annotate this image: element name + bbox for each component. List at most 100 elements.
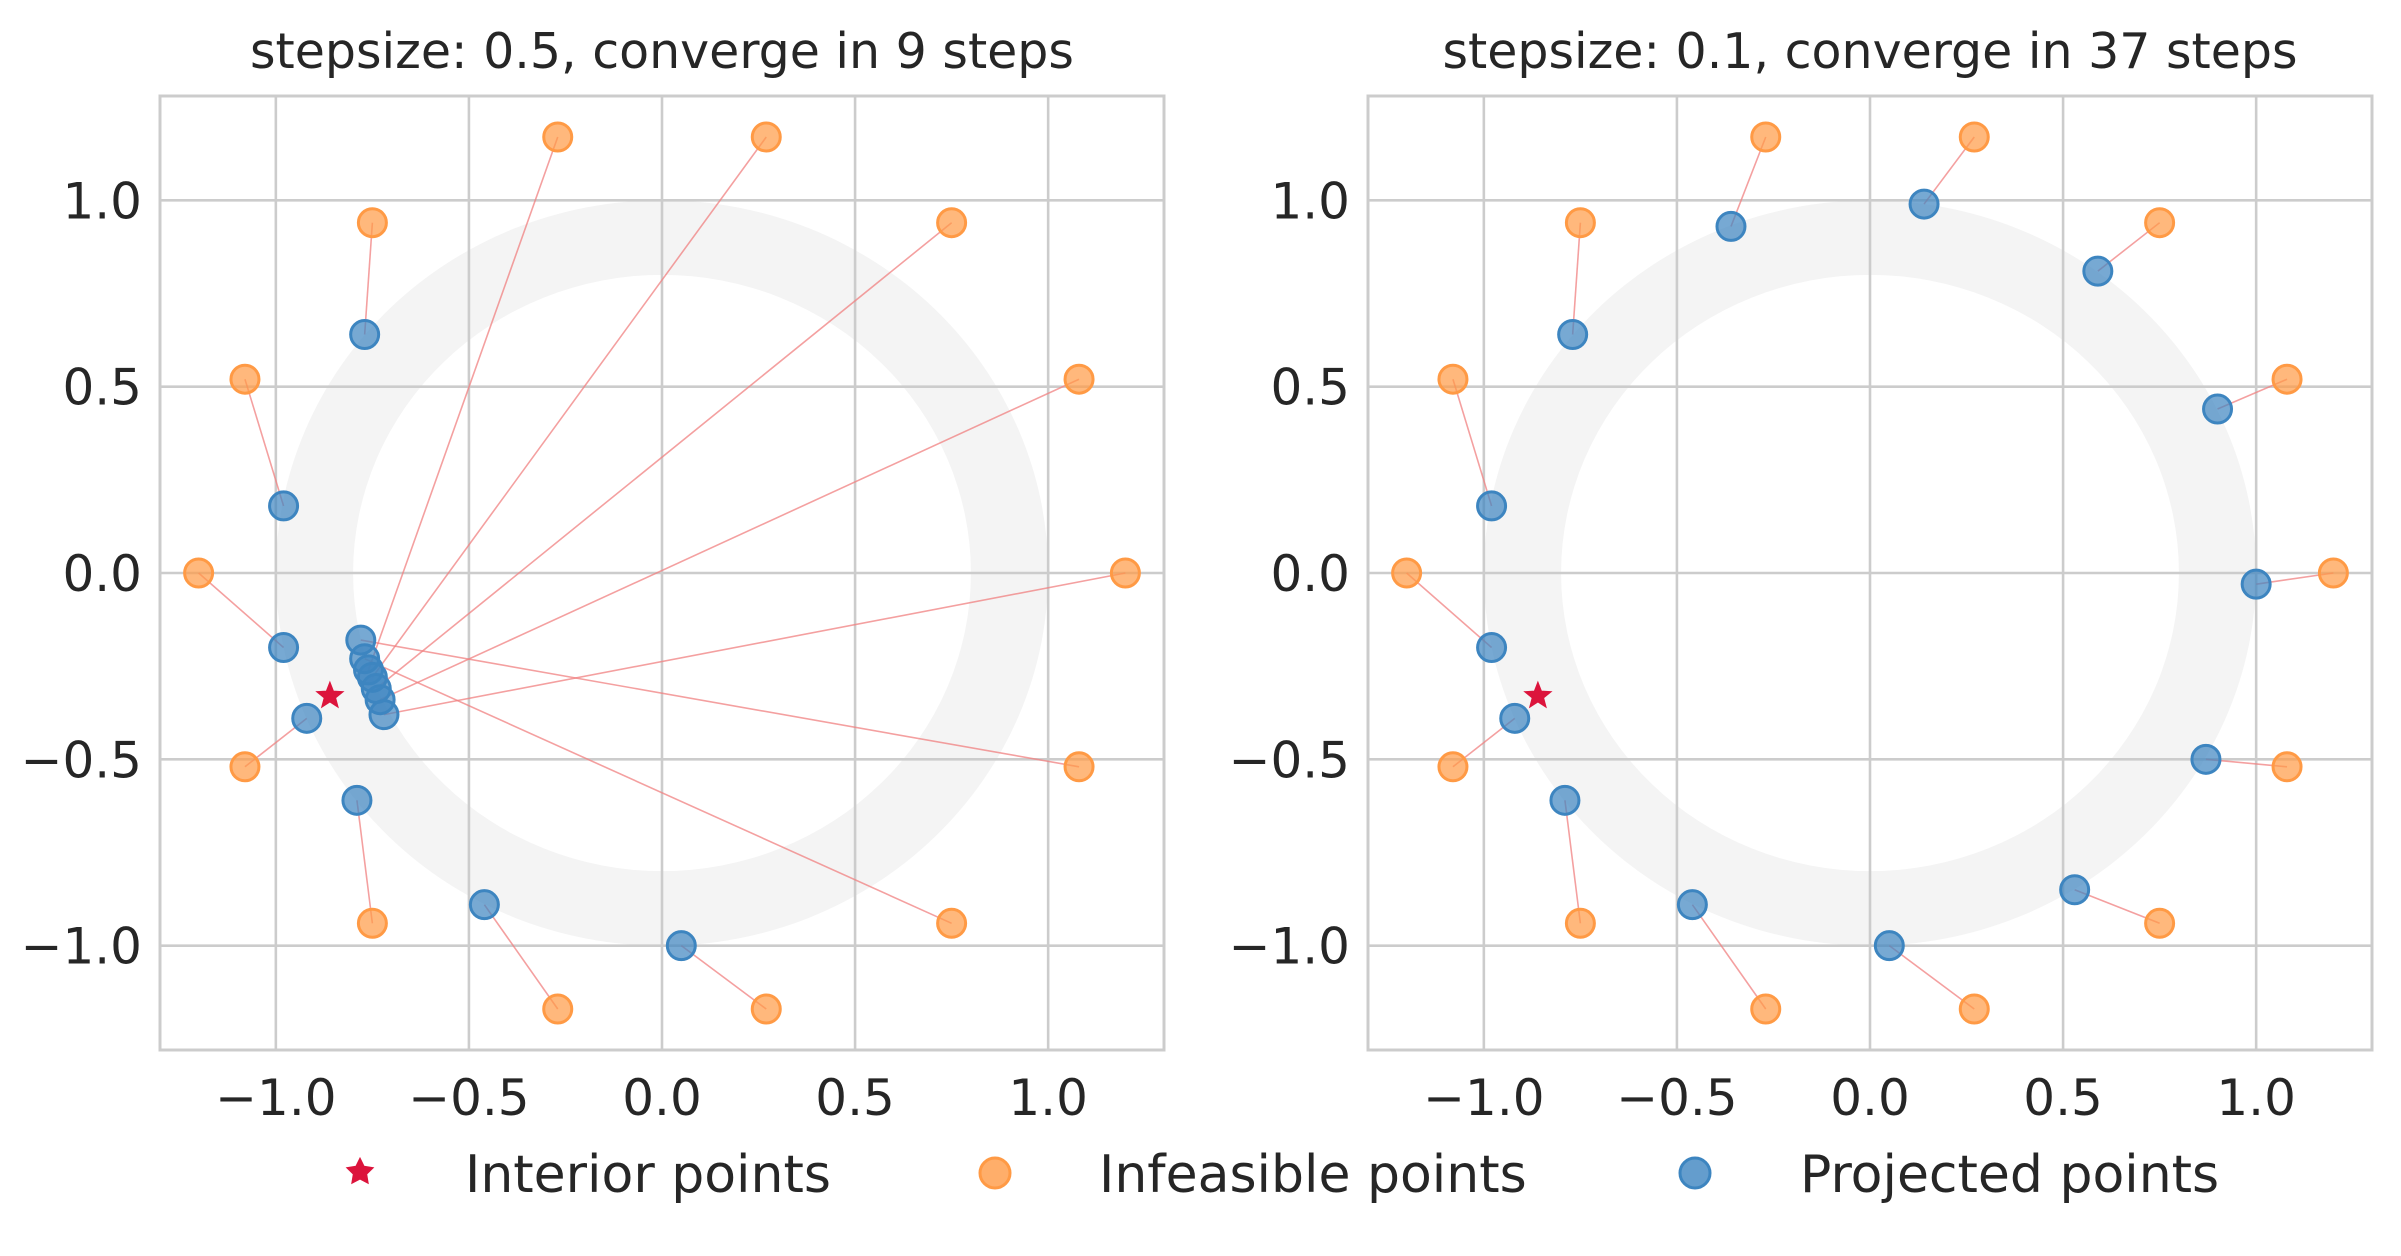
right-projected-point [1549, 784, 1581, 816]
legend-infeasible-marker [978, 1156, 1012, 1190]
right-projected-point [1476, 632, 1508, 664]
left-y-tick-label: 1.0 [62, 172, 142, 230]
right-x-tick-label: 0.5 [2023, 1069, 2103, 1127]
legend-label-interior: Interior points [465, 1145, 831, 1205]
left-x-tick-label: −1.0 [215, 1069, 336, 1127]
legend-star-marker [345, 1156, 375, 1185]
left-y-tick-label: −1.0 [21, 918, 142, 976]
right-infeasible-point [2271, 363, 2303, 395]
legend-item-projected: Projected points [1678, 1145, 2219, 1205]
right-projected-point [1715, 210, 1747, 242]
left-subplot-title: stepsize: 0.5, converge in 9 steps [250, 23, 1074, 80]
left-subplot: −1.0 −0.5 0.0 0.5 1.0 −1.0 −0.5 0.0 0.5 1.0 stepsi… [21, 23, 1166, 1127]
left-infeasible-point [229, 363, 261, 395]
left-infeasible-point [542, 993, 574, 1025]
left-projection-line [356, 800, 374, 924]
left-projected-point [468, 889, 500, 921]
left-infeasible-point [936, 207, 968, 239]
right-projected-point [2240, 568, 2272, 600]
left-x-tick-label: 1.0 [1008, 1069, 1088, 1127]
left-y-tick-label: 0.0 [62, 545, 142, 603]
legend-label-infeasible: Infeasible points [1099, 1145, 1527, 1205]
left-projection-line [371, 136, 767, 678]
left-plot-area: −1.0 −0.5 0.0 0.5 1.0 −1.0 −0.5 0.0 0.5 1.0 [21, 94, 1166, 1127]
left-projection-line [244, 378, 285, 507]
left-projection-line [483, 904, 559, 1010]
right-y-tick-label: 0.0 [1270, 545, 1350, 603]
right-infeasible-point [1750, 121, 1782, 153]
right-infeasible-point [1564, 907, 1596, 939]
right-subplot-title: stepsize: 0.1, converge in 37 steps [1442, 23, 2297, 80]
left-infeasible-point [356, 907, 388, 939]
left-projection-line [360, 639, 1080, 768]
left-projected-point [345, 624, 377, 656]
left-projected-point [665, 930, 697, 962]
right-projection-line [1564, 800, 1582, 924]
right-projected-point [2190, 743, 2222, 775]
left-infeasible-point [1109, 557, 1141, 589]
left-y-tick-label: 0.5 [62, 359, 142, 417]
right-x-tick-label: −0.5 [1616, 1069, 1737, 1127]
right-projected-point [1476, 490, 1508, 522]
right-projected-point [1873, 930, 1905, 962]
right-infeasible-point [2317, 557, 2349, 589]
left-x-tick-label: 0.0 [622, 1069, 702, 1127]
left-interior-point [315, 680, 345, 709]
legend-item-infeasible: Infeasible points [978, 1145, 1527, 1205]
right-projected-point [1499, 702, 1531, 734]
right-y-tick-label: 0.5 [1270, 359, 1350, 417]
left-projection-line [383, 572, 1126, 716]
right-projection-line [1730, 136, 1767, 227]
left-y-tick-label: −0.5 [21, 731, 142, 789]
left-projection-line [198, 572, 285, 649]
right-y-tick-label: −1.0 [1229, 918, 1350, 976]
left-infeasible-point [356, 207, 388, 239]
legend-item-interior: Interior points [345, 1145, 831, 1205]
right-projection-line [1406, 572, 1493, 649]
left-projected-point [268, 490, 300, 522]
left-infeasible-point [1063, 751, 1095, 783]
left-x-tick-label: −0.5 [408, 1069, 529, 1127]
right-projection-line [1888, 945, 1975, 1010]
right-infeasible-point [2144, 907, 2176, 939]
left-infeasible-point [183, 557, 215, 589]
right-infeasible-point [1564, 207, 1596, 239]
right-x-tick-label: 0.0 [1830, 1069, 1910, 1127]
left-infeasible-point [1063, 363, 1095, 395]
right-subplot: −1.0 −0.5 0.0 0.5 1.0 −1.0 −0.5 0.0 0.5 1.0 stepsi… [1229, 23, 2374, 1127]
left-projected-point [341, 784, 373, 816]
left-infeasible-point [750, 993, 782, 1025]
right-projected-point [1908, 188, 1940, 220]
right-infeasible-point [1958, 121, 1990, 153]
left-projection-line [375, 222, 953, 690]
right-y-tick-label: −0.5 [1229, 731, 1350, 789]
right-infeasible-point [1750, 993, 1782, 1025]
right-projected-point [2082, 255, 2114, 287]
right-y-tick-label: 1.0 [1270, 172, 1350, 230]
right-plot-area: −1.0 −0.5 0.0 0.5 1.0 −1.0 −0.5 0.0 0.5 1.0 [1229, 94, 2374, 1127]
left-axes-frame [158, 94, 1166, 1052]
left-projected-point [349, 319, 381, 350]
right-infeasible-point [2271, 751, 2303, 783]
right-projection-line [1571, 222, 1582, 335]
legend: Interior points Infeasible points Projec… [345, 1145, 2219, 1205]
right-infeasible-point [2144, 207, 2176, 239]
left-projected-point [291, 702, 323, 734]
left-projected-point [268, 632, 300, 664]
right-axes-frame [1366, 94, 2374, 1052]
right-infeasible-point [1437, 363, 1469, 395]
right-infeasible-point [1958, 993, 1990, 1025]
left-infeasible-point [542, 121, 574, 153]
right-infeasible-point [1437, 751, 1469, 783]
right-infeasible-point [1391, 557, 1423, 589]
legend-label-projected: Projected points [1800, 1145, 2219, 1205]
left-infeasible-point [229, 751, 261, 783]
left-x-tick-label: 0.5 [815, 1069, 895, 1127]
left-projection-line [680, 945, 767, 1010]
left-projection-line [363, 222, 374, 335]
left-projection-line [364, 657, 952, 925]
right-interior-point [1523, 680, 1553, 709]
right-x-tick-label: 1.0 [2216, 1069, 2296, 1127]
right-projection-line [1691, 904, 1767, 1010]
